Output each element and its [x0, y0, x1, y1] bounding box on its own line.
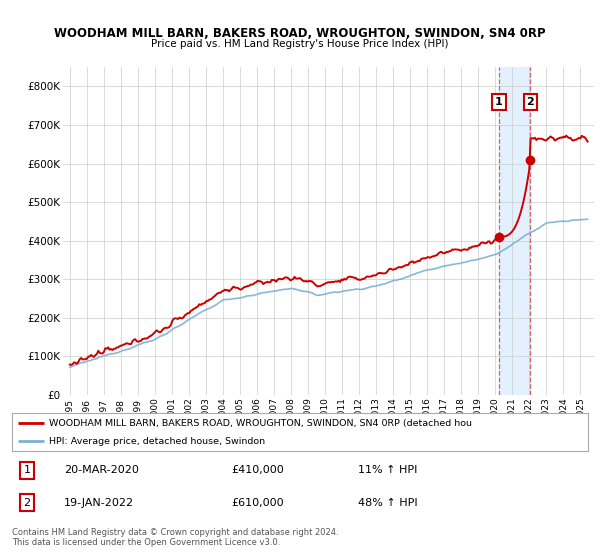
Text: £410,000: £410,000: [231, 465, 284, 475]
Text: 20-MAR-2020: 20-MAR-2020: [64, 465, 139, 475]
Text: £610,000: £610,000: [231, 498, 284, 507]
Text: 48% ↑ HPI: 48% ↑ HPI: [358, 498, 417, 507]
Text: WOODHAM MILL BARN, BAKERS ROAD, WROUGHTON, SWINDON, SN4 0RP: WOODHAM MILL BARN, BAKERS ROAD, WROUGHTO…: [54, 27, 546, 40]
Text: 11% ↑ HPI: 11% ↑ HPI: [358, 465, 417, 475]
Text: Contains HM Land Registry data © Crown copyright and database right 2024.
This d: Contains HM Land Registry data © Crown c…: [12, 528, 338, 547]
Text: 1: 1: [495, 97, 503, 107]
Text: 1: 1: [23, 465, 31, 475]
Bar: [499, 67, 530, 395]
Text: HPI: Average price, detached house, Swindon: HPI: Average price, detached house, Swin…: [49, 437, 266, 446]
Text: 2: 2: [526, 97, 534, 107]
Text: 19-JAN-2022: 19-JAN-2022: [64, 498, 134, 507]
Text: 2: 2: [23, 498, 31, 507]
Text: WOODHAM MILL BARN, BAKERS ROAD, WROUGHTON, SWINDON, SN4 0RP (detached hou: WOODHAM MILL BARN, BAKERS ROAD, WROUGHTO…: [49, 418, 472, 427]
Text: Price paid vs. HM Land Registry's House Price Index (HPI): Price paid vs. HM Land Registry's House …: [151, 39, 449, 49]
